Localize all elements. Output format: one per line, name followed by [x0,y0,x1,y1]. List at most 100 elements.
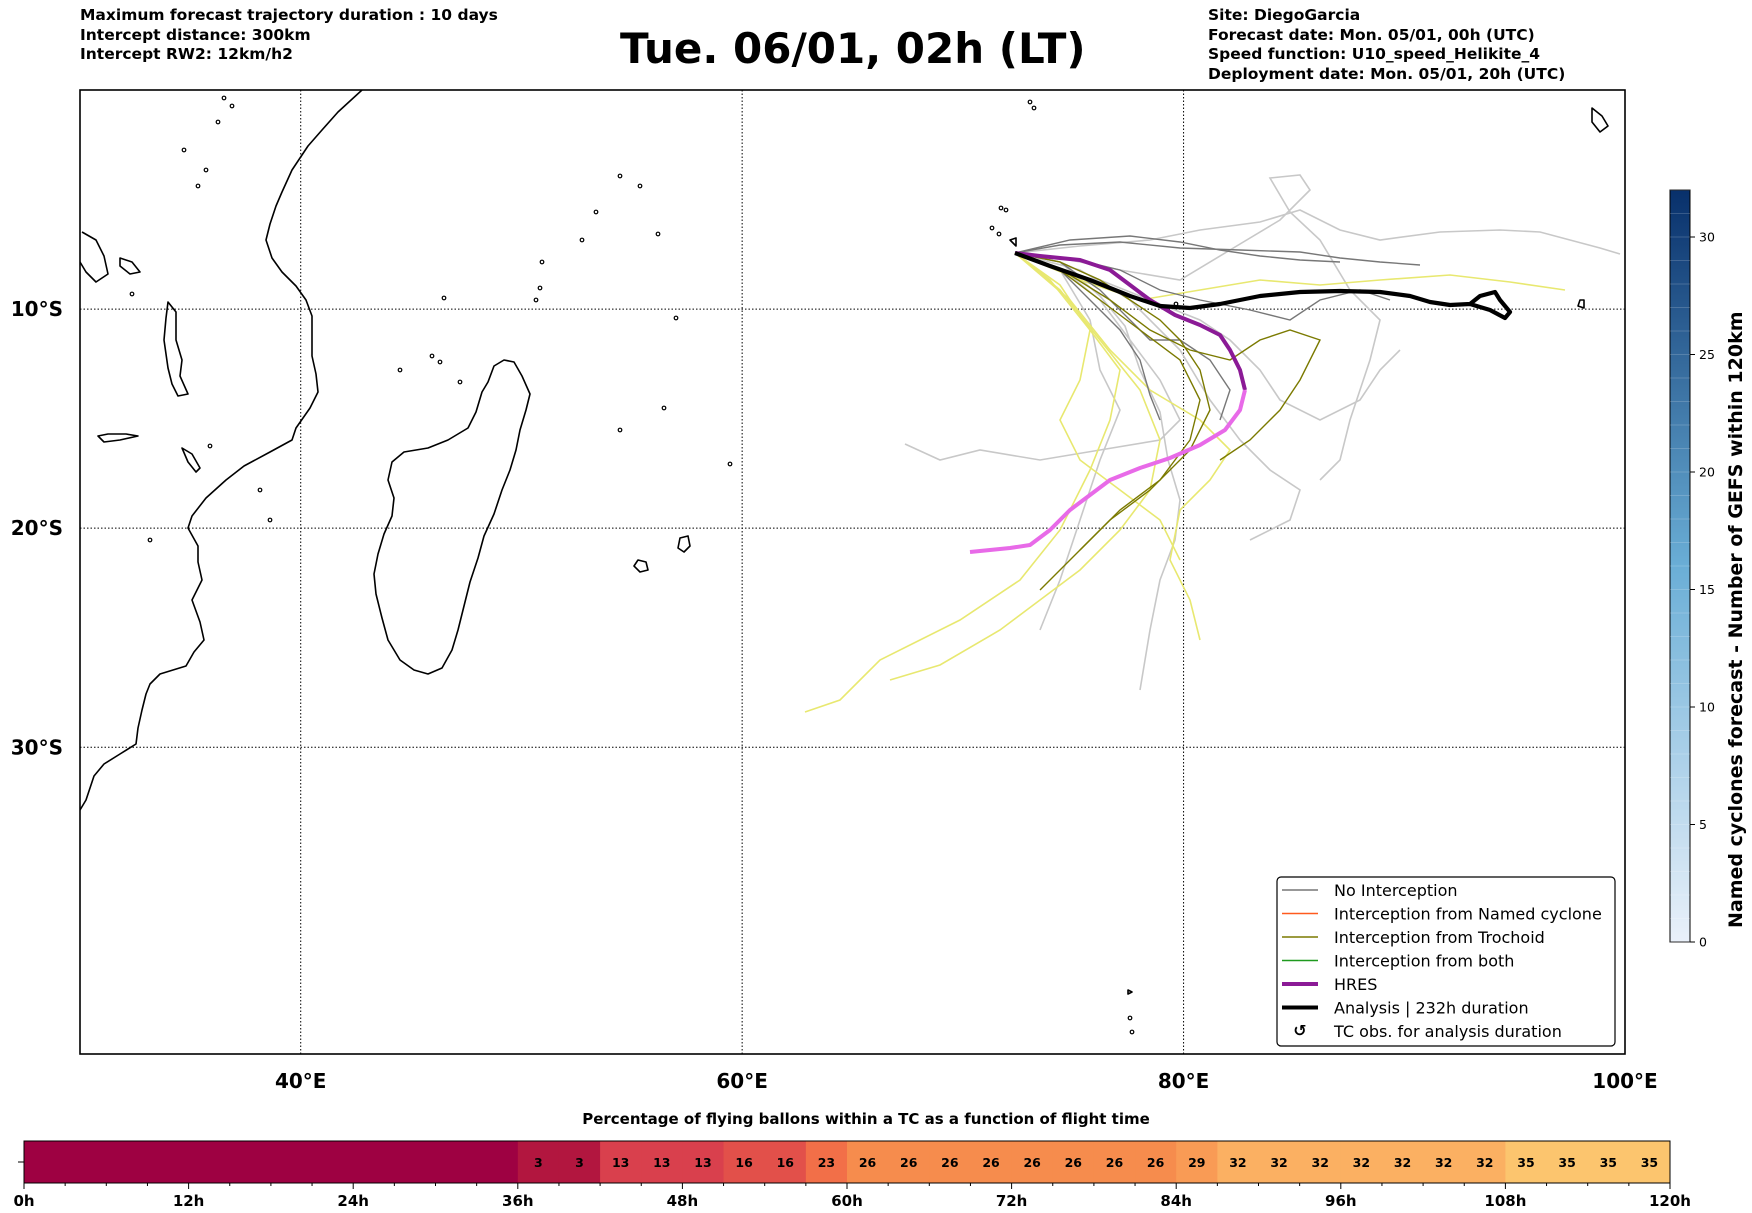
island [1031,105,1037,111]
island [257,487,263,493]
flight-bar-value: 32 [1476,1155,1493,1170]
island [397,367,403,373]
legend-label: Interception from Named cyclone [1334,905,1602,924]
flight-bar-value: 26 [1147,1155,1165,1170]
trajectory-ensemble [1014,252,1121,631]
legend-label: No Interception [1334,881,1458,900]
lake-coast [97,433,139,443]
island-chagos [1009,237,1017,247]
island [727,461,733,467]
legend-label: Interception from Trochoid [1334,928,1545,947]
trajectory-hres-pink [969,389,1247,554]
flight-bar-segment [1011,1141,1054,1183]
island-mauritius [633,559,649,573]
lon-tick-labels: 40°E 60°E 80°E 100°E [275,1069,1658,1093]
trajectory-no-interception [1014,235,1341,263]
flight-bar-tick-label: 12h [173,1192,205,1210]
trajectory-ensemble [889,252,1161,681]
island [579,237,585,243]
flight-bar-value: 29 [1188,1155,1205,1170]
island [998,205,1004,211]
flight-bar-value: 13 [694,1155,711,1170]
flight-bar-segment [1381,1141,1424,1183]
flight-bar-value: 32 [1270,1155,1287,1170]
trajectory-ensemble [1014,252,1232,641]
island [429,353,435,359]
trajectory-trochoid [1014,252,1211,551]
small-islands [129,95,1179,1035]
island-seychelles-coast [80,231,109,283]
flight-bar-segment [641,1141,683,1183]
flight-bar-value: 16 [777,1155,795,1170]
flight-bar-value: 35 [1558,1155,1575,1170]
map-content [80,90,1625,1054]
island [207,443,213,449]
flight-bar-segment [517,1141,560,1183]
flight-bar-segment [1628,1141,1671,1183]
flight-bar-segment [1176,1141,1218,1183]
trajectories [804,174,1621,713]
island [533,297,539,303]
colorbar-label: Named cyclones forecast - Number of GEFS… [1725,311,1747,928]
island [996,231,1002,237]
island-rodrigues [1577,299,1585,309]
island [1027,99,1033,105]
trajectory-ensemble [1014,209,1621,255]
colorbar-strip[interactable] [1669,189,1691,943]
colorbar-tick-label: 15 [1699,582,1715,597]
coastlines [80,90,1609,1035]
island [539,259,545,265]
island [457,379,463,385]
flight-bar-segment [970,1141,1013,1183]
colorbar-tick-label: 25 [1699,347,1715,362]
legend-label: TC obs. for analysis duration [1333,1022,1562,1041]
flight-bar-value: 23 [818,1155,835,1170]
flight-bar: 3 3 13 13 13 16 16 23 26 26 26 26 26 26 26 26 29 32 32 32 32… [24,1141,1671,1183]
island [441,295,447,301]
flight-bar-tick-label: 84h [1160,1192,1192,1210]
header-left-info: Maximum forecast trajectory duration : 1… [80,6,498,65]
flight-bar-segment [764,1141,807,1183]
flight-bar-value: 35 [1600,1155,1617,1170]
island [537,285,543,291]
island [195,183,201,189]
island [617,173,623,179]
flight-bar-value: 26 [982,1155,1000,1170]
island [203,167,209,173]
colorbar: 0 5 10 15 20 25 30 Named cyclones forecast - N… [1669,189,1747,950]
flight-bar-value: 32 [1353,1155,1370,1170]
colorbar-tick-label: 5 [1699,817,1707,832]
flight-bar-value: 35 [1517,1155,1534,1170]
flight-bar-segment [723,1141,766,1183]
flight-bar-segment [1587,1141,1630,1183]
trajectory-ensemble [1014,252,1181,561]
legend: No Interception Interception from Named c… [1276,876,1616,1047]
colorbar-tick-label: 0 [1699,935,1707,950]
legend-box [1276,876,1616,1047]
legend-label: Analysis | 232h duration [1334,999,1529,1018]
lat-tick-label: 10°S [11,297,63,321]
flight-bar-value: 26 [1023,1155,1041,1170]
lon-tick-label: 60°E [716,1069,768,1093]
flight-bar-segment [1299,1141,1342,1183]
page-title: Tue. 06/01, 02h (LT) [620,24,1086,73]
flight-bar-value: 3 [534,1155,543,1170]
flight-bar-segment [682,1141,725,1183]
island [1003,207,1009,213]
flight-bar-segment [847,1141,889,1183]
island [661,405,667,411]
flight-bar-segment [1546,1141,1589,1183]
island-sri-lanka [1591,107,1609,133]
legend-label: HRES [1334,975,1377,994]
island [1129,1029,1135,1035]
lat-tick-label: 20°S [11,516,63,540]
madagascar-coastline [373,359,531,675]
flight-bar-value: 26 [859,1155,877,1170]
flight-bar-tick-label: 36h [502,1192,534,1210]
island [267,517,273,523]
flight-bar-value: 16 [735,1155,753,1170]
speed-function-text: Speed function: U10_speed_Helikite_4 [1208,45,1541,63]
map-border [79,89,1626,1055]
island-amsterdam [1127,989,1133,995]
